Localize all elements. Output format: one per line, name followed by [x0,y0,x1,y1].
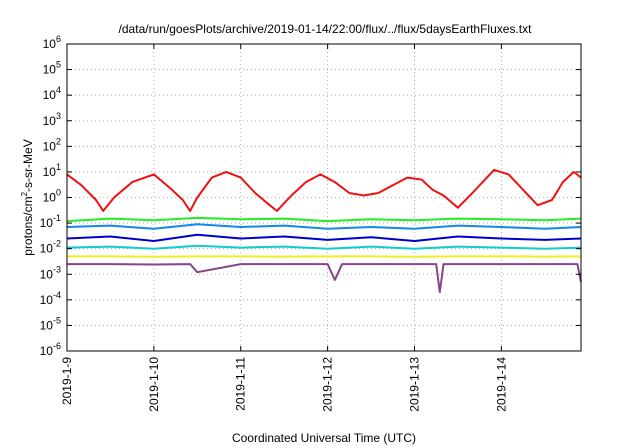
y-tick-label-base: 10 [43,191,57,205]
y-tick-label: 10-3 [40,264,61,281]
y-axis-label-main: protons/cm [21,196,35,255]
y-tick-label: 104 [43,85,61,102]
y-tick-label-base: 10 [43,88,57,102]
x-tick-label: 2019-1-12 [321,357,335,412]
y-tick-label-base: 10 [40,267,54,281]
series-line-7 [67,263,582,294]
y-tick-label: 106 [43,34,61,51]
y-tick-label: 10-4 [40,290,61,307]
y-tick-label-exponent: -4 [53,290,61,300]
y-tick-label-exponent: 2 [56,136,61,146]
y-tick-label-exponent: -1 [53,213,61,223]
y-axis-label: protons/cm2-s-sr-MeV [20,139,35,255]
y-axis-label-units: -s-sr-MeV [21,139,35,192]
y-tick-label-exponent: 1 [56,162,61,172]
x-tick-label: 2019-1-9 [60,357,74,405]
y-tick-label-exponent: -2 [53,239,61,249]
y-tick-label-exponent: 5 [56,60,61,70]
y-tick-label-base: 10 [40,344,54,358]
x-axis-label: Coordinated Universal Time (UTC) [232,431,416,445]
y-tick-label-exponent: -3 [53,264,61,274]
series-lines [66,168,582,294]
x-tick-label: 2019-1-14 [494,357,508,412]
series-line-5 [66,244,582,250]
y-tick-label: 100 [43,188,61,205]
y-tick-label-exponent: -5 [53,315,61,325]
series-line-4 [66,233,582,242]
y-tick-label-exponent: 6 [56,34,61,44]
y-tick-label: 102 [43,136,61,153]
y-tick-label-base: 10 [43,114,57,128]
series-line-3 [66,223,582,230]
y-axis-ticks: 10-610-510-410-310-210-11001011021031041… [40,34,581,358]
chart-title: /data/run/goesPlots/archive/2019-01-14/2… [119,22,533,36]
grid-lines [66,44,581,351]
y-tick-label-base: 10 [43,63,57,77]
y-tick-label-base: 10 [43,37,57,51]
y-axis-label-superscript: 2 [20,191,29,196]
x-tick-label: 2019-1-11 [234,357,248,411]
y-tick-label: 105 [43,60,61,77]
y-tick-label-base: 10 [43,165,57,179]
y-tick-label: 10-5 [40,315,61,332]
y-tick-label-base: 10 [40,318,54,332]
y-tick-label: 101 [43,162,61,179]
y-tick-label: 10-1 [40,213,61,230]
y-tick-label-exponent: 4 [56,85,61,95]
y-tick-label-base: 10 [40,293,54,307]
x-axis-ticks: 2019-1-9 2019-1-10 2019-1-11 2019-1-12 2019-… [60,44,508,412]
y-tick-label-exponent: 3 [56,111,61,121]
y-tick-label-base: 10 [43,139,57,153]
x-tick-label: 2019-1-13 [407,357,421,412]
y-tick-label-base: 10 [40,242,54,256]
series-line-1 [66,168,582,212]
y-tick-label-base: 10 [40,216,54,230]
y-tick-label-exponent: 0 [56,188,61,198]
y-tick-label: 10-6 [40,341,61,358]
y-tick-label: 10-2 [40,239,61,256]
plot-frame [66,43,582,352]
y-tick-label: 103 [43,111,61,128]
series-line-2 [66,216,582,223]
x-tick-label: 2019-1-10 [147,357,161,412]
y-tick-label-exponent: -6 [53,341,61,351]
